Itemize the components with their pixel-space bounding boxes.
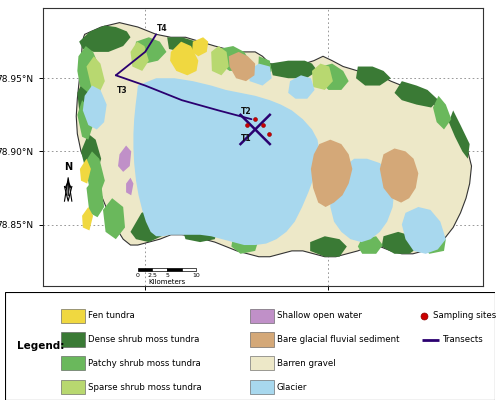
Polygon shape [449,110,469,159]
Polygon shape [118,146,131,172]
Polygon shape [82,207,93,230]
Bar [62,380,85,394]
Polygon shape [84,151,105,195]
Bar [62,309,85,323]
Polygon shape [86,56,105,93]
Text: 0: 0 [136,273,140,278]
Polygon shape [380,148,418,203]
Text: 2.5: 2.5 [148,273,158,278]
Polygon shape [330,159,394,242]
Text: Patchy shrub moss tundra: Patchy shrub moss tundra [88,359,201,368]
Text: Sparse shrub moss tundra: Sparse shrub moss tundra [88,382,202,392]
Polygon shape [229,52,255,81]
Bar [138,268,152,271]
Polygon shape [126,178,134,195]
Text: Bare glacial fluvial sediment: Bare glacial fluvial sediment [277,335,400,344]
Polygon shape [81,134,101,178]
Polygon shape [170,42,198,75]
Polygon shape [320,64,348,90]
Polygon shape [433,96,452,130]
Polygon shape [356,66,391,86]
Polygon shape [218,46,252,71]
Polygon shape [358,236,383,254]
Text: Barren gravel: Barren gravel [277,359,336,368]
Polygon shape [402,207,446,254]
Polygon shape [232,232,259,254]
Polygon shape [83,86,106,130]
Polygon shape [394,81,438,108]
Bar [152,268,167,271]
Bar [250,380,274,394]
Polygon shape [167,37,204,52]
Polygon shape [311,140,352,207]
Bar [250,356,274,370]
Polygon shape [78,100,93,140]
Text: Glacier: Glacier [277,382,308,392]
Text: T1: T1 [241,134,252,143]
Polygon shape [288,75,314,99]
Bar [250,309,274,323]
Polygon shape [258,56,272,78]
Polygon shape [422,232,446,254]
Text: Shallow open water: Shallow open water [277,311,362,320]
Text: Kilometers: Kilometers [148,279,186,285]
Text: N: N [64,162,72,172]
Polygon shape [78,46,100,93]
Bar [62,332,85,346]
Polygon shape [76,23,471,257]
Polygon shape [310,236,347,257]
Bar [250,332,274,346]
Polygon shape [86,178,104,217]
Polygon shape [79,26,130,52]
Polygon shape [134,78,320,245]
Polygon shape [198,148,220,176]
Text: Fen tundra: Fen tundra [88,311,135,320]
Text: T2: T2 [241,107,252,116]
Text: T4: T4 [157,24,168,33]
Polygon shape [211,46,229,75]
Bar [62,356,85,370]
Text: 5: 5 [165,273,169,278]
Polygon shape [134,37,166,64]
Text: Sampling sites: Sampling sites [433,311,496,320]
Polygon shape [80,159,91,184]
Bar [182,268,196,271]
Text: 10: 10 [192,273,200,278]
Polygon shape [78,81,94,115]
Polygon shape [312,64,333,90]
Text: Dense shrub moss tundra: Dense shrub moss tundra [88,335,200,344]
Text: Transects: Transects [442,335,484,344]
Polygon shape [248,64,272,86]
Polygon shape [130,207,171,242]
Text: Legend:: Legend: [17,341,64,351]
Polygon shape [103,198,125,239]
Polygon shape [169,134,191,162]
Polygon shape [382,232,420,254]
Polygon shape [182,217,218,242]
Text: T3: T3 [116,86,127,94]
Bar [167,268,182,271]
Polygon shape [192,37,208,56]
Polygon shape [270,61,318,78]
Polygon shape [130,42,149,71]
